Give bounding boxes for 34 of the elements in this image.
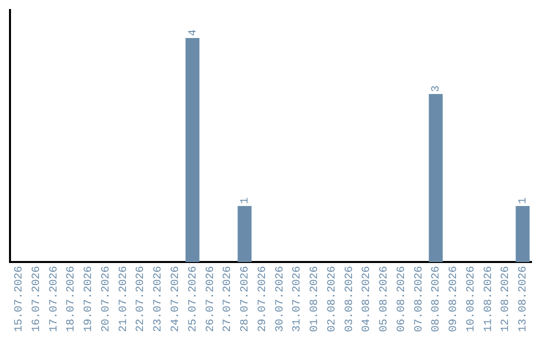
x-tick-label: 06.08.2026: [396, 266, 408, 332]
x-tick-label: 13.08.2026: [518, 266, 530, 332]
x-tick-label: 16.07.2026: [30, 266, 43, 332]
x-tick-label: 20.07.2026: [100, 266, 112, 332]
x-tick-label: 04.08.2026: [361, 266, 374, 332]
x-tick-label: 26.07.2026: [204, 266, 217, 332]
data-label: 4: [187, 29, 200, 36]
x-tick-label: 01.08.2026: [309, 266, 322, 332]
x-tick-label: 21.07.2026: [118, 266, 130, 332]
x-tick-label: 22.07.2026: [135, 266, 148, 332]
x-tick-label: 02.08.2026: [326, 266, 338, 332]
x-tick-label: 17.07.2026: [48, 266, 60, 332]
x-tick-label: 27.07.2026: [222, 266, 234, 332]
x-tick-label: 09.08.2026: [448, 266, 460, 332]
data-label: 3: [430, 85, 443, 92]
x-tick-label: 18.07.2026: [66, 266, 78, 332]
x-tick-label: 10.08.2026: [465, 266, 478, 332]
x-tick-label: 05.08.2026: [378, 266, 391, 332]
x-tick-label: 30.07.2026: [274, 266, 286, 332]
x-tick-label: 25.07.2026: [187, 266, 200, 332]
x-tick-label: 29.07.2026: [256, 266, 269, 332]
x-tick-label: 11.08.2026: [482, 266, 495, 332]
x-tick-label: 28.07.2026: [240, 266, 252, 332]
x-tick-label: 12.08.2026: [500, 266, 512, 332]
x-tick-label: 15.07.2026: [14, 266, 26, 332]
data-label: 1: [240, 196, 252, 204]
x-tick-label: 23.07.2026: [152, 266, 165, 332]
data-label: 1: [518, 196, 530, 204]
x-tick-label: 08.08.2026: [430, 266, 443, 332]
x-tick-label: 19.07.2026: [83, 266, 96, 332]
x-tick-label: 31.07.2026: [292, 266, 304, 332]
x-tick-label: 07.08.2026: [413, 266, 426, 332]
x-tick-label: 24.07.2026: [170, 266, 182, 332]
x-tick-label: 03.08.2026: [344, 266, 356, 332]
